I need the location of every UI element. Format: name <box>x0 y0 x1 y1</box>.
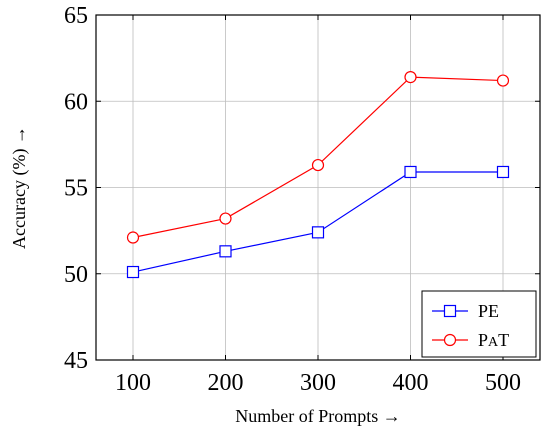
data-point-pat <box>404 70 417 84</box>
x-tick-label: 100 <box>115 370 151 396</box>
y-tick-label: 45 <box>64 348 88 374</box>
legend-marker <box>443 304 457 318</box>
legend-marker <box>443 333 457 347</box>
y-tick-label: 50 <box>64 262 88 288</box>
y-tick-label: 55 <box>64 176 88 202</box>
data-point-pat <box>496 74 510 87</box>
data-point-pe <box>404 165 417 179</box>
series-group <box>126 70 510 279</box>
legend-entry-pat: PAT <box>432 330 509 350</box>
x-axis-label: Number of Prompts → <box>235 406 401 426</box>
data-point-pat <box>219 212 232 225</box>
data-point-pe <box>496 165 510 179</box>
x-tick-label: 500 <box>485 370 521 396</box>
y-tick-label: 65 <box>64 3 88 29</box>
x-tick-label: 400 <box>393 370 429 396</box>
data-point-pat <box>126 231 140 244</box>
y-axis-label: Accuracy (%) → <box>9 126 30 249</box>
x-tick-label: 200 <box>208 370 244 396</box>
data-point-pe <box>219 245 232 258</box>
data-point-pe <box>126 265 140 279</box>
data-point-pat <box>311 158 325 172</box>
data-point-pe <box>311 226 325 239</box>
series-pat <box>126 70 510 244</box>
series-pe <box>126 165 510 279</box>
legend-label: PE <box>478 301 499 321</box>
legend-entry-pe: PE <box>432 301 499 321</box>
axis-ticks: 100 200 300 400 500 45 50 55 60 65 <box>64 3 540 396</box>
legend-label: PAT <box>478 330 509 350</box>
x-tick-label: 300 <box>300 370 336 396</box>
y-tick-label: 60 <box>64 89 88 115</box>
legend-box <box>421 290 537 358</box>
legend: PE PAT <box>421 290 537 358</box>
